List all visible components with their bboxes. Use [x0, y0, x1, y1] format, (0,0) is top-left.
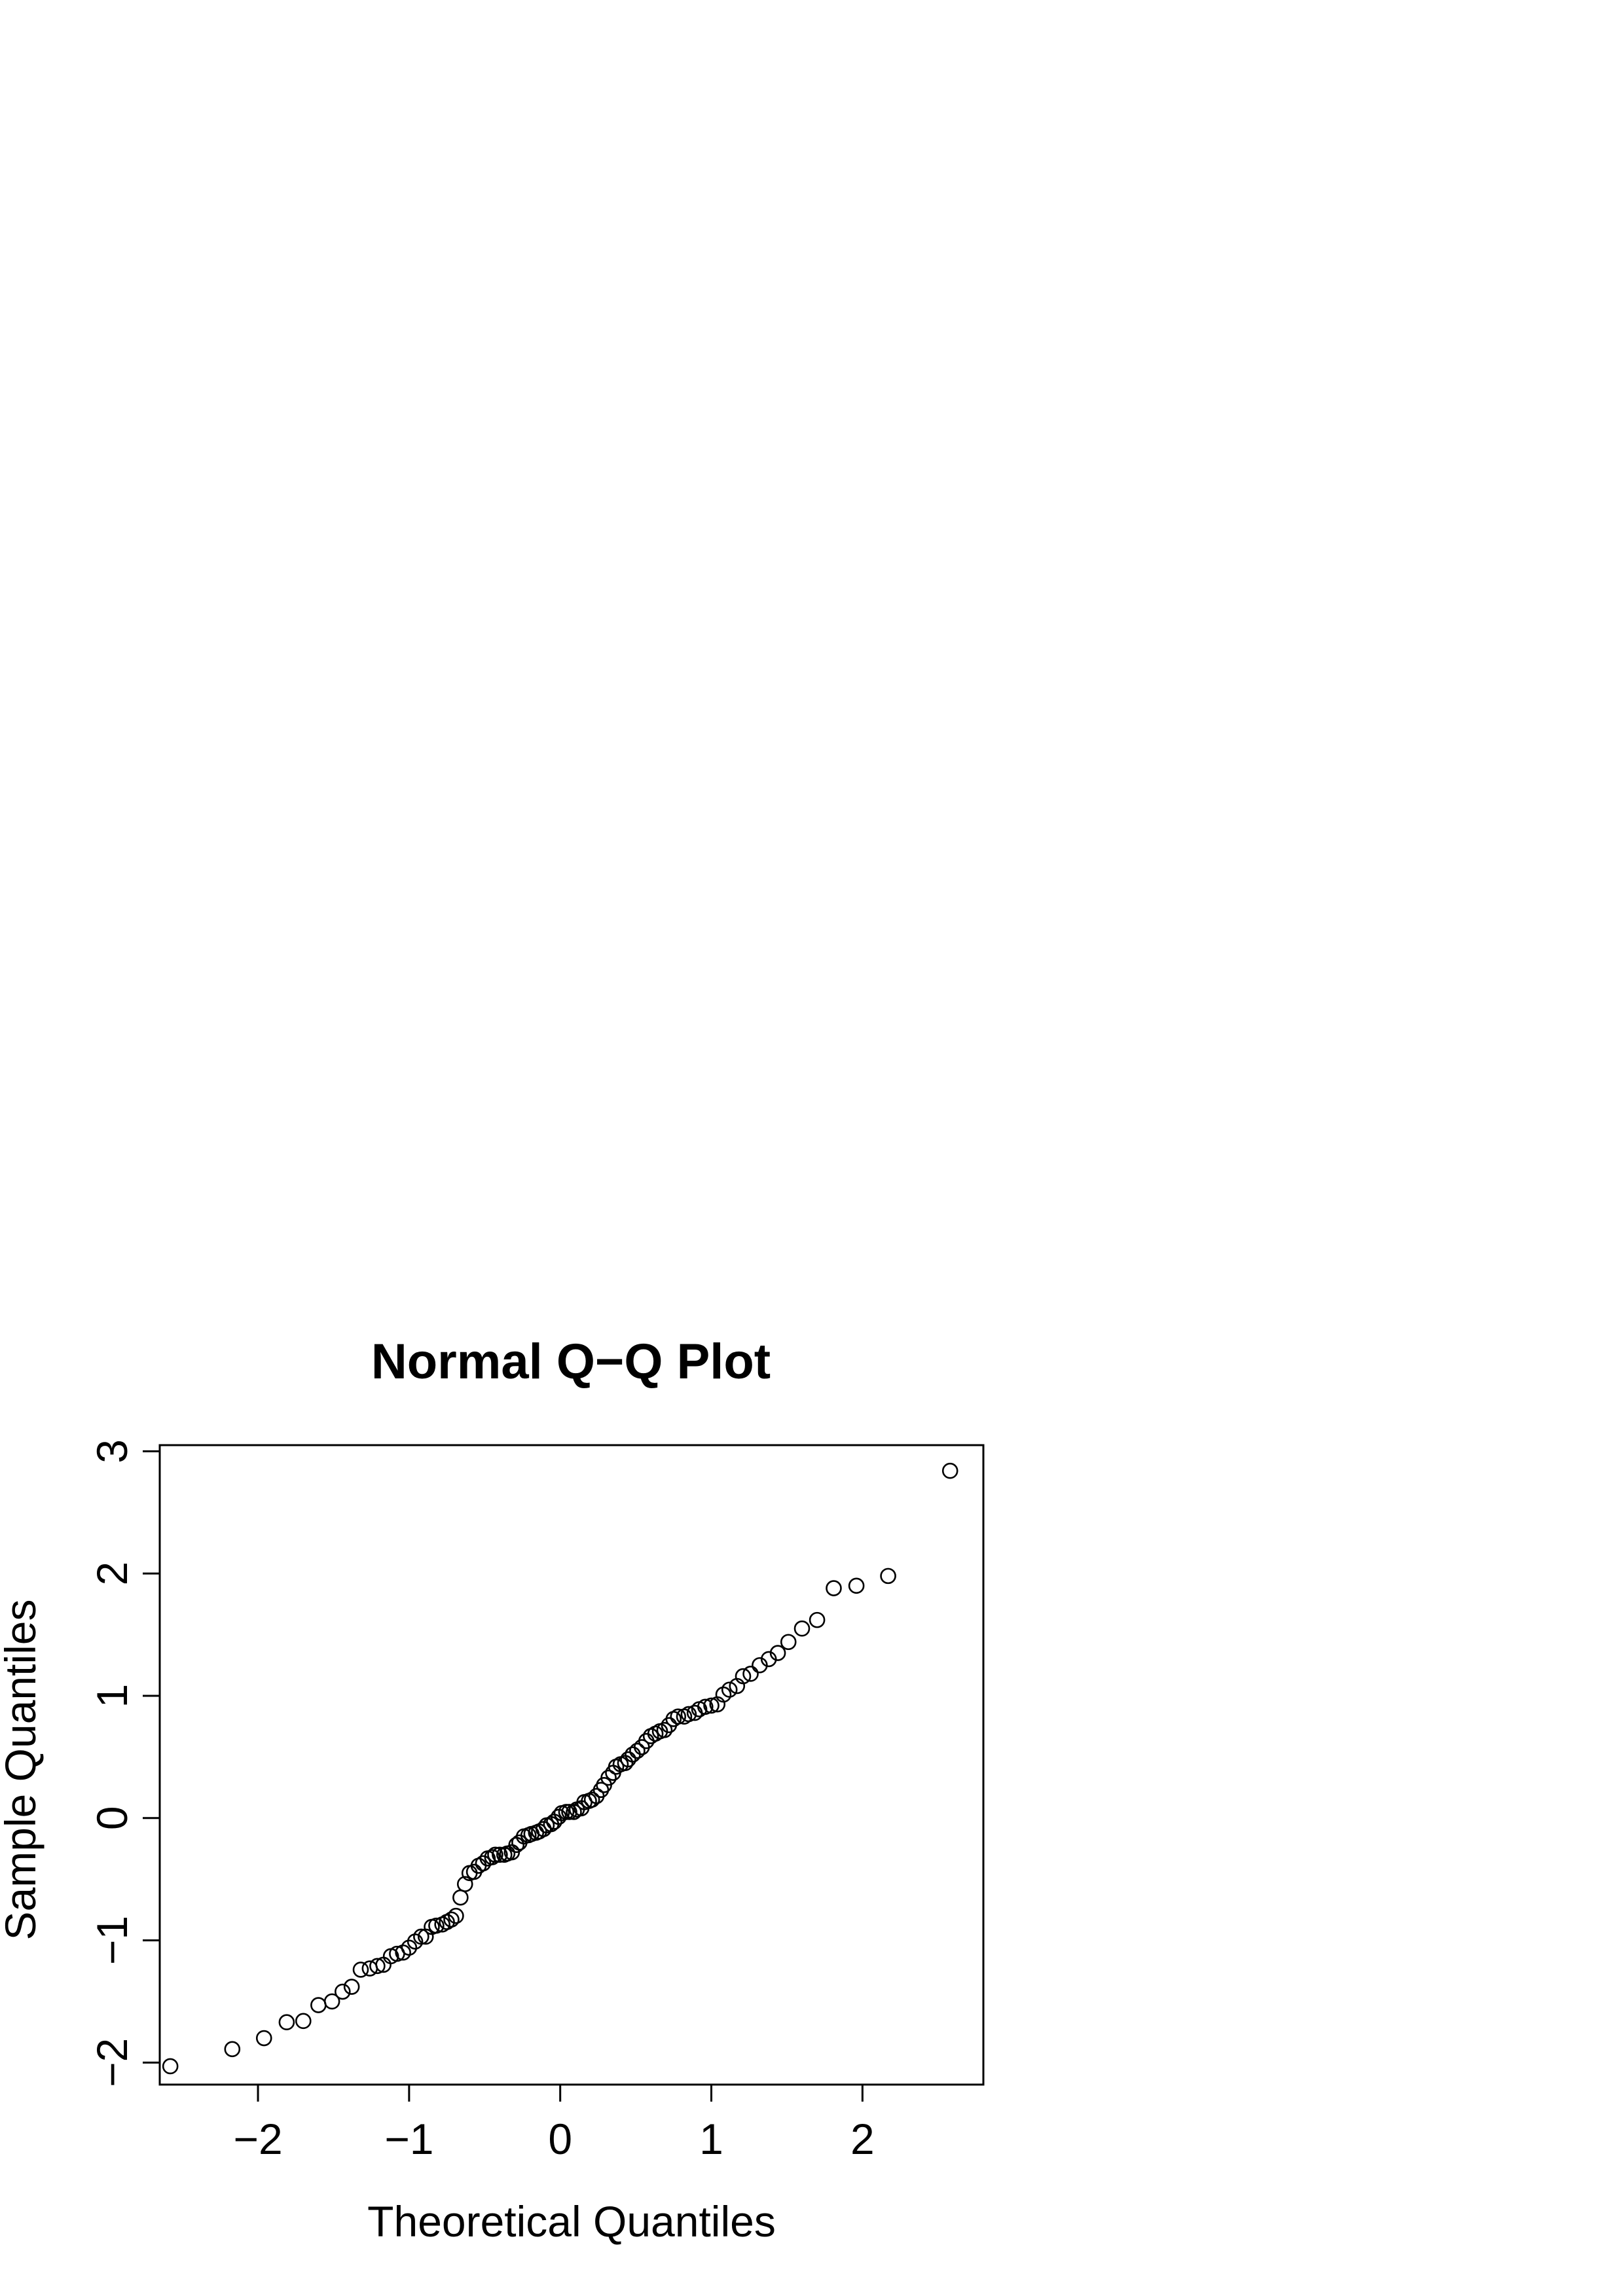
- data-point: [880, 1568, 896, 1585]
- data-point: [456, 1876, 473, 1892]
- data-point: [600, 1769, 617, 1786]
- data-point: [369, 1958, 386, 1975]
- data-point: [401, 1939, 418, 1956]
- y-tick-label: 0: [88, 1806, 136, 1830]
- data-point: [492, 1846, 508, 1863]
- y-tick-label: −2: [88, 2038, 136, 2087]
- x-tick-label: −2: [233, 2115, 282, 2163]
- x-tick-label: −1: [384, 2115, 433, 2163]
- data-point: [793, 1620, 811, 1637]
- data-point: [656, 1721, 673, 1738]
- y-axis-label: Sample Quantiles: [0, 1600, 45, 1941]
- data-point: [487, 1846, 503, 1863]
- data-point: [620, 1751, 636, 1768]
- y-axis: −2 −1 0 1 2 3: [88, 1439, 161, 2087]
- chart-title: Normal Q−Q Plot: [371, 1334, 771, 1390]
- data-point: [848, 1577, 865, 1594]
- data-point: [703, 1697, 720, 1714]
- data-point: [443, 1911, 460, 1928]
- data-point: [310, 1997, 327, 2013]
- data-point: [278, 2014, 295, 2031]
- x-tick-label: 2: [850, 2115, 875, 2163]
- x-axis-label: Theoretical Quantiles: [367, 2197, 776, 2246]
- data-point: [583, 1791, 600, 1808]
- data-point: [334, 1983, 351, 2000]
- x-tick-label: 1: [699, 2115, 723, 2163]
- data-point: [941, 1462, 958, 1479]
- data-point: [809, 1611, 826, 1628]
- data-point: [721, 1681, 738, 1698]
- data-point: [826, 1580, 842, 1596]
- y-tick-label: 1: [88, 1684, 136, 1708]
- data-point: [735, 1668, 752, 1685]
- data-point: [452, 1889, 469, 1906]
- y-tick-label: 3: [88, 1439, 136, 1463]
- data-point: [484, 1849, 501, 1865]
- y-tick-label: −1: [88, 1916, 136, 1965]
- data-point: [670, 1708, 687, 1725]
- data-point: [780, 1634, 797, 1651]
- data-point: [629, 1742, 646, 1759]
- data-points: [162, 1462, 958, 2075]
- data-point: [295, 2013, 312, 2030]
- data-point: [162, 2058, 179, 2075]
- data-point: [255, 2030, 272, 2047]
- data-point: [323, 1993, 340, 2010]
- data-point: [224, 2041, 241, 2058]
- data-point: [680, 1706, 697, 1723]
- x-tick-label: 0: [548, 2115, 572, 2163]
- data-point: [343, 1979, 360, 1995]
- plot-frame: [158, 1444, 985, 2086]
- data-point: [561, 1804, 577, 1820]
- data-point: [697, 1698, 714, 1715]
- y-tick-label: 2: [88, 1562, 136, 1586]
- data-point: [448, 1907, 464, 1924]
- data-point: [352, 1962, 369, 1978]
- data-point: [413, 1928, 429, 1945]
- data-point: [428, 1917, 445, 1934]
- data-point: [769, 1645, 786, 1661]
- data-point: [566, 1804, 582, 1820]
- x-axis: −2 −1 0 1 2: [233, 2083, 875, 2163]
- data-point: [742, 1666, 759, 1682]
